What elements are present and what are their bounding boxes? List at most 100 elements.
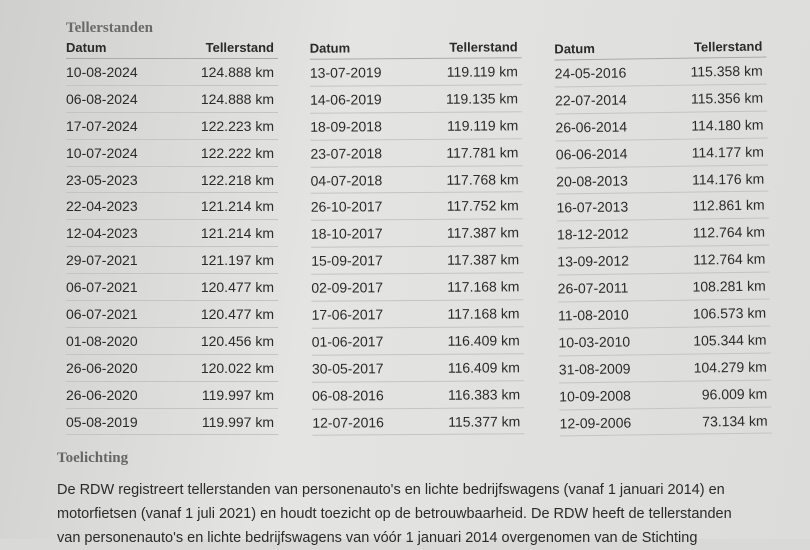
cell: 04-07-2018	[310, 171, 383, 189]
table-row: 26-10-2017 117.752 km	[310, 192, 523, 222]
text-line: De RDW registreert tellerstanden van per…	[57, 482, 725, 498]
header-cell: Datum	[309, 40, 351, 56]
cell: 26-06-2014	[555, 118, 628, 136]
cell: 121.214 km	[200, 225, 274, 242]
cell: 96.009 km	[701, 385, 768, 403]
cell: 06-07-2021	[66, 305, 138, 322]
cell: 121.214 km	[200, 198, 274, 215]
table: Datum Tellerstand 10-08-2024 124.888 km 06-0…	[66, 38, 278, 436]
table-row: 10-08-2024 124.888 km	[66, 59, 278, 86]
table-row: 22-07-2014 115.356 km	[554, 84, 768, 115]
table-row: 16-07-2013 112.861 km	[556, 191, 769, 222]
title: Tellerstanden	[66, 20, 153, 36]
cell: 26-06-2020	[66, 359, 138, 376]
header-cell: Datum	[554, 40, 595, 57]
cell: 117.168 km	[447, 278, 520, 295]
header-cell: Datum	[66, 40, 107, 55]
table-header: Datum Tellerstand	[554, 36, 767, 61]
table-row: 01-06-2017 116.409 km	[311, 327, 524, 356]
table: Datum Tellerstand 24-05-2016 115.358 km 22-0…	[554, 36, 772, 437]
cell: 11-08-2010	[557, 306, 629, 324]
cell: 06-06-2014	[555, 145, 628, 163]
table-row: 31-08-2009 104.279 km	[558, 353, 772, 384]
cell: 120.477 km	[200, 305, 274, 322]
cell: 16-07-2013	[556, 198, 629, 216]
cell: 01-06-2017	[311, 333, 384, 350]
table-row: 01-08-2020 120.456 km	[66, 328, 278, 355]
cell: 116.409 km	[447, 359, 520, 376]
cell: 22-04-2023	[66, 198, 138, 215]
cell: 26-10-2017	[310, 198, 383, 216]
cell: 115.356 km	[690, 89, 764, 107]
table-row: 24-05-2016 115.358 km	[554, 57, 767, 88]
table-row: 02-09-2017 117.168 km	[311, 273, 524, 302]
cell: 26-06-2020	[66, 386, 138, 403]
cell: 121.197 km	[200, 252, 274, 269]
cell: 26-07-2011	[557, 279, 629, 297]
cell: 119.997 km	[201, 386, 274, 403]
table-row: 10-07-2024 122.222 km	[66, 140, 278, 167]
cell: 29-07-2021	[66, 252, 138, 269]
cell: 06-07-2021	[66, 279, 138, 296]
table: Datum Tellerstand 13-07-2019 119.119 km 14-0…	[309, 37, 525, 437]
cell: 122.222 km	[200, 144, 274, 161]
cell: 108.281 km	[692, 277, 766, 295]
table-row: 18-09-2018 119.119 km	[310, 112, 523, 141]
cell: 120.477 km	[200, 279, 274, 296]
table-row: 30-05-2017 116.409 km	[311, 354, 525, 383]
table-row: 20-08-2013 114.176 km	[556, 165, 769, 195]
table-row: 11-08-2010 106.573 km	[557, 299, 771, 330]
cell: 117.387 km	[446, 251, 520, 268]
cell: 22-07-2014	[554, 91, 627, 109]
cell: 30-05-2017	[311, 359, 384, 377]
cell: 73.134 km	[702, 412, 768, 429]
table-row: 17-07-2024 122.223 km	[66, 113, 278, 140]
header-cell: Tellerstand	[449, 39, 518, 55]
cell: 05-08-2019	[66, 413, 138, 430]
cell: 112.764 km	[692, 223, 766, 241]
cell: 124.888 km	[200, 90, 274, 107]
table-row: 12-04-2023 121.214 km	[66, 220, 278, 248]
cell: 06-08-2024	[66, 90, 138, 107]
table-row: 12-07-2016 115.377 km	[312, 407, 525, 437]
text-line: van personenauto's en lichte bedrijfswag…	[57, 530, 698, 546]
cell: 13-07-2019	[309, 64, 382, 81]
table-row: 29-07-2021 121.197 km	[66, 247, 278, 275]
table-row: 15-09-2017 117.387 km	[311, 246, 524, 275]
cell: 06-08-2016	[312, 386, 384, 404]
cell: 104.279 km	[693, 358, 767, 376]
cell: 114.177 km	[691, 143, 764, 161]
table-header: Datum Tellerstand	[66, 38, 278, 59]
cell: 10-03-2010	[558, 333, 631, 351]
table-row: 18-12-2012 112.764 km	[556, 218, 770, 249]
cell: 124.888 km	[200, 63, 274, 80]
cell: 105.344 km	[693, 331, 767, 349]
cell: 117.768 km	[446, 170, 519, 188]
cell: 10-08-2024	[66, 63, 138, 80]
paragraph: De RDW registreert tellerstanden van per…	[57, 478, 732, 550]
table-row: 22-04-2023 121.214 km	[66, 193, 278, 221]
cell: 14-06-2019	[309, 91, 382, 108]
table-row: 10-03-2010 105.344 km	[558, 326, 771, 357]
cell: 10-09-2008	[559, 387, 631, 405]
cell: 116.409 km	[447, 332, 520, 349]
cell: 13-09-2012	[557, 252, 630, 270]
cell: 20-08-2013	[556, 171, 628, 189]
cell: 31-08-2009	[558, 360, 631, 378]
table-row: 06-08-2024 124.888 km	[66, 86, 278, 113]
cell: 122.218 km	[200, 171, 274, 188]
cell: 12-09-2006	[559, 413, 632, 431]
table-row: 14-06-2019 119.135 km	[309, 85, 523, 114]
table-row: 26-07-2011 108.281 km	[557, 272, 770, 303]
cell: 114.180 km	[691, 116, 764, 134]
table-row: 26-06-2020 120.022 km	[66, 355, 278, 382]
cell: 117.781 km	[446, 143, 519, 161]
table-row: 13-07-2019 119.119 km	[309, 58, 522, 87]
table-row: 06-07-2021 120.477 km	[66, 301, 278, 328]
cell: 18-12-2012	[556, 225, 629, 243]
cell: 18-10-2017	[310, 225, 383, 243]
cell: 12-04-2023	[66, 225, 138, 242]
cell: 114.176 km	[691, 170, 765, 188]
cell: 119.997 km	[201, 413, 274, 430]
cell: 23-07-2018	[310, 144, 383, 162]
